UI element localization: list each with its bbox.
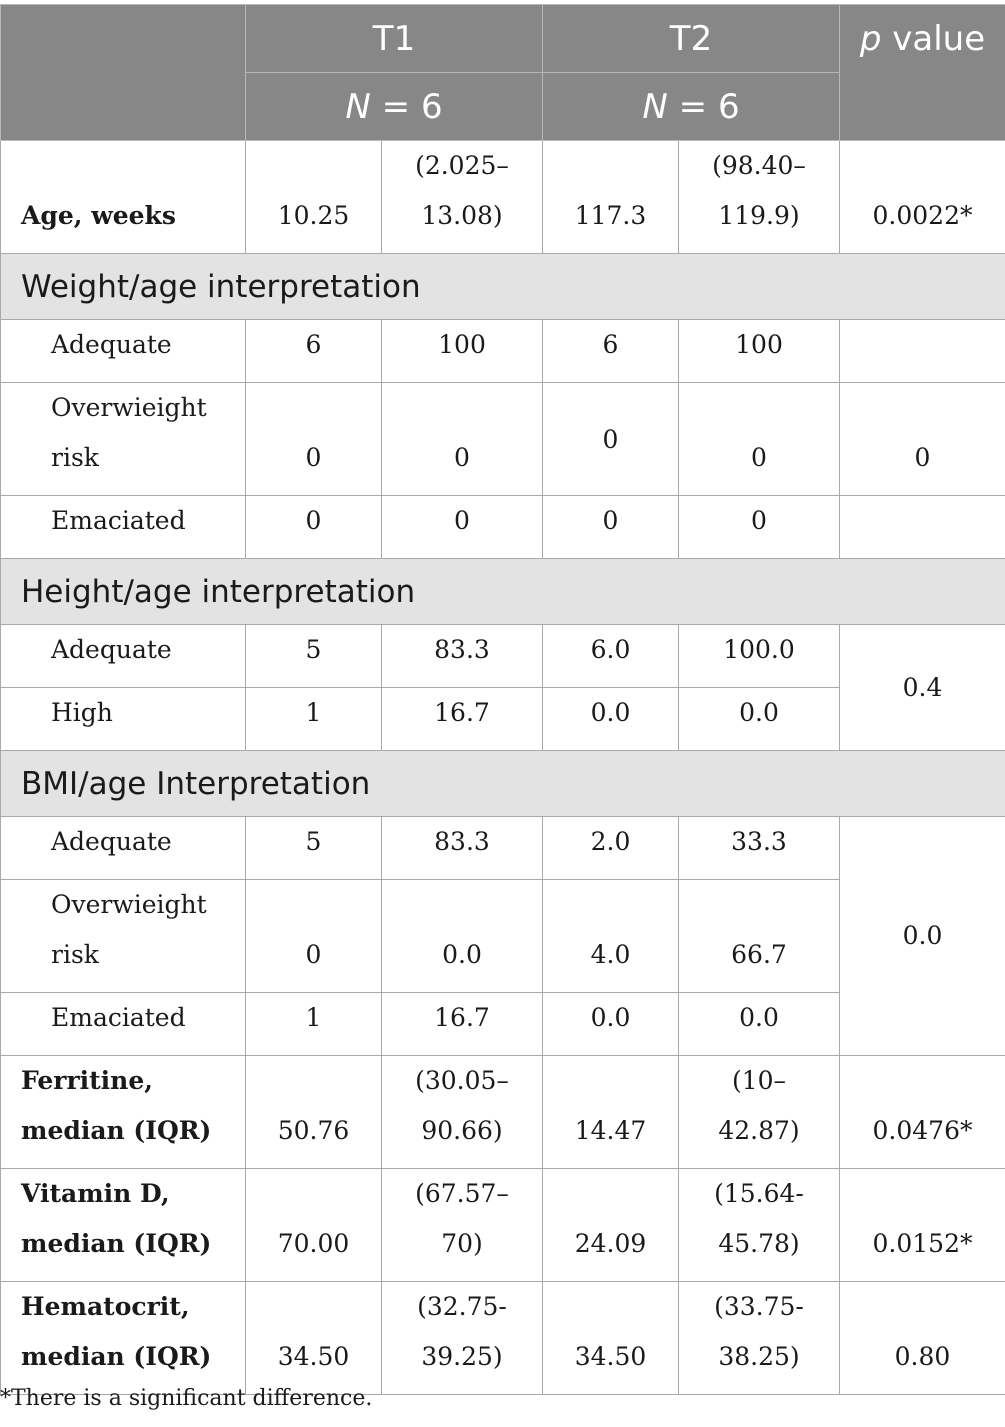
table-row: High 1 16.7 0.0 0.0 <box>0 687 1005 751</box>
table-row: Adequate 5 83.3 6.0 100.0 0.4 <box>0 624 1005 751</box>
cell: 24.09 <box>542 1168 679 1282</box>
cell: 0.0 <box>542 687 679 751</box>
row-label-ferritine: Ferritine, median (IQR) <box>0 1055 246 1169</box>
results-table: T1 T2 p value N = 6 N = 6 Age, weeks 10.… <box>0 4 1005 1395</box>
cell: 100.0 <box>678 624 840 688</box>
cell: 0.0476* <box>839 1055 1005 1169</box>
cell: 0 <box>245 382 382 496</box>
cell: 0.0 <box>381 879 543 993</box>
cell-age-t2: 117.3 <box>542 140 679 254</box>
section-row-height: Height/age interpretation <box>0 558 1005 625</box>
table-row-ferritine: Ferritine, median (IQR) 50.76 (30.05– 90.6… <box>0 1055 1005 1169</box>
row-label: Adequate <box>0 319 246 383</box>
cell: 66.7 <box>678 879 840 993</box>
cell: (32.75- 39.25) <box>381 1281 543 1395</box>
row-label-hematocrit: Hematocrit, median (IQR) <box>0 1281 246 1395</box>
header-row-1: T1 T2 p value <box>0 4 1005 141</box>
cell <box>839 319 1005 383</box>
table-row: Adequate 5 83.3 2.0 33.3 0.0 <box>0 816 1005 1056</box>
row-label-vitamin-d: Vitamin D, median (IQR) <box>0 1168 246 1282</box>
header-n-t1: N = 6 <box>245 72 543 141</box>
cell: 1 <box>245 687 382 751</box>
cell: 50.76 <box>245 1055 382 1169</box>
header-empty-cell <box>0 4 246 141</box>
cell <box>839 495 1005 559</box>
cell-age-t2-iqr: (98.40– 119.9) <box>678 140 840 254</box>
table-row: Emaciated 0 0 0 0 <box>0 495 1005 559</box>
row-label: Emaciated <box>0 495 246 559</box>
cell: 34.50 <box>245 1281 382 1395</box>
section-title-bmi: BMI/age Interpretation <box>0 750 1005 817</box>
section-title-height: Height/age interpretation <box>0 558 1005 625</box>
cell: 5 <box>245 624 382 688</box>
cell: 0.0 <box>678 992 840 1056</box>
row-label: Overwieight risk <box>0 879 246 993</box>
row-label-age: Age, weeks <box>0 140 246 254</box>
row-label: Overwieight risk <box>0 382 246 496</box>
cell: 0 <box>542 382 679 496</box>
table-footnote: *There is a significant difference. <box>0 1386 373 1411</box>
cell: 100 <box>678 319 840 383</box>
cell: 0 <box>245 495 382 559</box>
row-label: High <box>0 687 246 751</box>
row-label: Emaciated <box>0 992 246 1056</box>
cell: 0 <box>678 495 840 559</box>
cell: 14.47 <box>542 1055 679 1169</box>
cell: 5 <box>245 816 382 880</box>
cell: 1 <box>245 992 382 1056</box>
table-row-age: Age, weeks 10.25 (2.025– 13.08) 117.3 (98… <box>0 140 1005 254</box>
cell: (15.64- 45.78) <box>678 1168 840 1282</box>
cell-age-p: 0.0022* <box>839 140 1005 254</box>
cell: 100 <box>381 319 543 383</box>
cell: (67.57– 70) <box>381 1168 543 1282</box>
table-row-hematocrit: Hematocrit, median (IQR) 34.50 (32.75- 39.… <box>0 1281 1005 1395</box>
cell: 0 <box>381 495 543 559</box>
section-row-weight: Weight/age interpretation <box>0 253 1005 320</box>
cell: 0 <box>381 382 543 496</box>
cell-bmi-p: 0.0 <box>839 816 1005 1056</box>
cell: 0 <box>678 382 840 496</box>
table-row: Overwieight risk 0 0.0 4.0 66.7 <box>0 879 1005 993</box>
cell-height-p: 0.4 <box>839 624 1005 751</box>
cell: 0.0 <box>542 992 679 1056</box>
header-t2: T2 <box>542 4 840 73</box>
cell: 6 <box>245 319 382 383</box>
cell: 6 <box>542 319 679 383</box>
cell: 70.00 <box>245 1168 382 1282</box>
cell: 16.7 <box>381 992 543 1056</box>
cell-age-t1-iqr: (2.025– 13.08) <box>381 140 543 254</box>
cell: (33.75- 38.25) <box>678 1281 840 1395</box>
cell: (10– 42.87) <box>678 1055 840 1169</box>
cell: 0.0152* <box>839 1168 1005 1282</box>
header-t1: T1 <box>245 4 543 73</box>
header-p-value: p value <box>839 4 1005 141</box>
cell: 83.3 <box>381 624 543 688</box>
section-title-weight: Weight/age interpretation <box>0 253 1005 320</box>
table-row: Emaciated 1 16.7 0.0 0.0 <box>0 992 1005 1056</box>
cell: 0 <box>839 382 1005 496</box>
table-row-vitamin-d: Vitamin D, median (IQR) 70.00 (67.57– 70) … <box>0 1168 1005 1282</box>
header-row-2: N = 6 N = 6 <box>1 72 1005 141</box>
cell: 0.0 <box>678 687 840 751</box>
cell: 34.50 <box>542 1281 679 1395</box>
cell: 83.3 <box>381 816 543 880</box>
table-row: Adequate 6 100 6 100 <box>0 319 1005 383</box>
cell-age-t1: 10.25 <box>245 140 382 254</box>
cell: 0 <box>542 495 679 559</box>
section-row-bmi: BMI/age Interpretation <box>0 750 1005 817</box>
cell: 0.80 <box>839 1281 1005 1395</box>
cell: 2.0 <box>542 816 679 880</box>
cell: 16.7 <box>381 687 543 751</box>
cell: 0 <box>245 879 382 993</box>
cell: 33.3 <box>678 816 840 880</box>
cell: 6.0 <box>542 624 679 688</box>
header-n-t2: N = 6 <box>542 72 840 141</box>
cell: (30.05– 90.66) <box>381 1055 543 1169</box>
row-label: Adequate <box>0 816 246 880</box>
cell: 4.0 <box>542 879 679 993</box>
row-label: Adequate <box>0 624 246 688</box>
table-row: Overwieight risk 0 0 0 0 0 <box>0 382 1005 496</box>
